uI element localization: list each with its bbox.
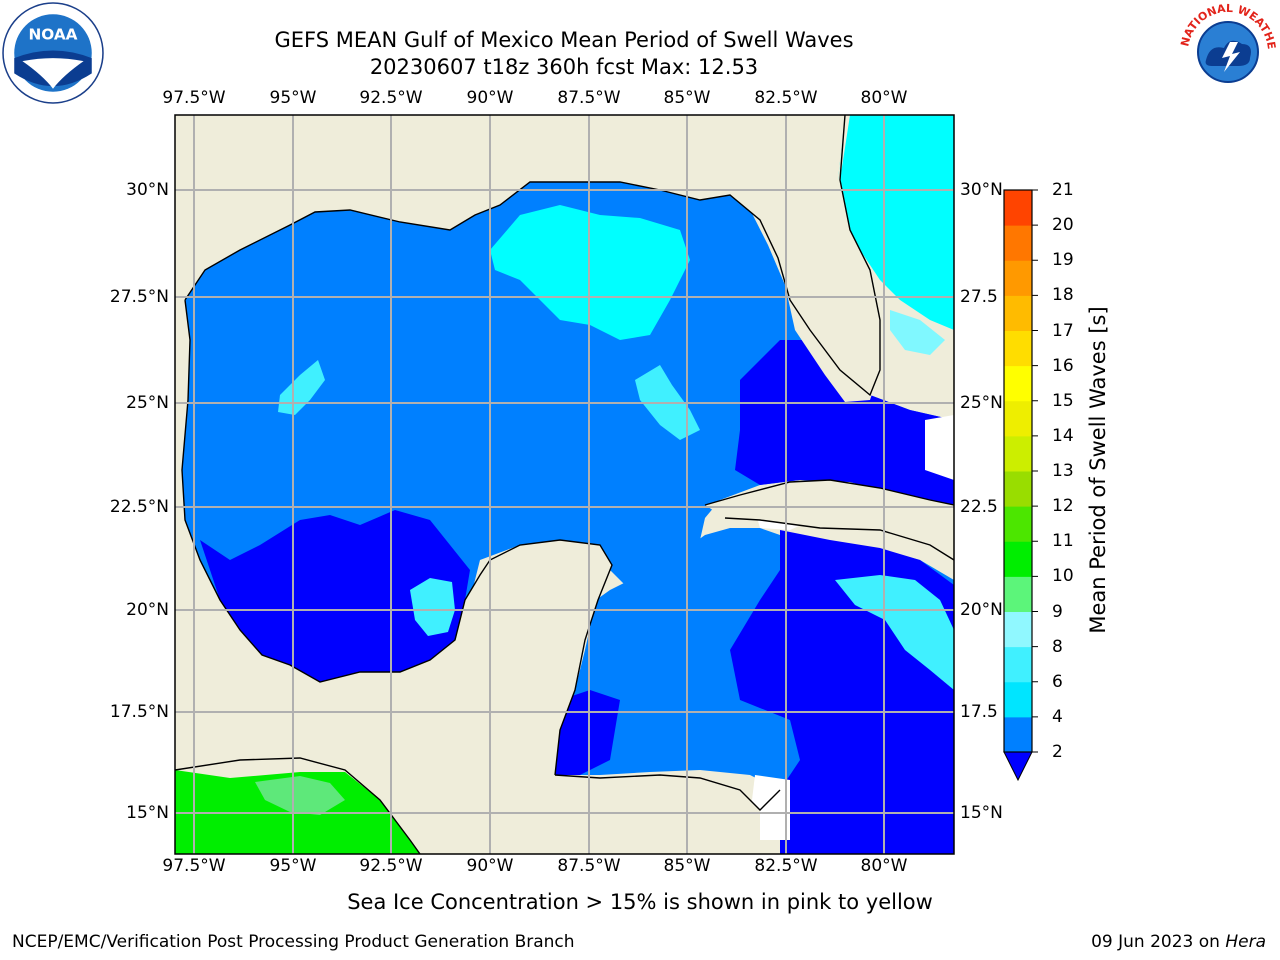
host-text: Hera bbox=[1225, 932, 1266, 952]
lon-label-bottom: 90°W bbox=[466, 856, 514, 876]
lon-label-bottom: 82.5°W bbox=[754, 856, 818, 876]
colorbar-segment bbox=[1004, 576, 1032, 612]
honduras-land bbox=[430, 775, 760, 854]
graticule bbox=[175, 115, 954, 854]
colorbar-tick-label: 6 bbox=[1052, 671, 1063, 692]
gulf-coastline bbox=[181, 115, 881, 776]
lon-label-top: 92.5°W bbox=[359, 88, 423, 108]
cuba-land bbox=[705, 480, 954, 560]
date-line: 09 Jun 2023 on Hera bbox=[1091, 932, 1266, 952]
light-cyan-patch-atlantic bbox=[890, 310, 945, 355]
lat-label-left: 15°N bbox=[126, 803, 169, 823]
lat-label-left: 22.5°N bbox=[109, 497, 169, 517]
colorbar-segment bbox=[1004, 716, 1032, 753]
yucatan-land bbox=[430, 540, 612, 780]
colorbar-segment bbox=[1004, 190, 1032, 226]
lon-label-bottom: 87.5°W bbox=[557, 856, 621, 876]
cyan-patch-caribbean bbox=[835, 575, 954, 690]
lon-label-top: 97.5°W bbox=[162, 88, 226, 108]
colorbar-tick-label: 13 bbox=[1052, 461, 1074, 481]
map-frame bbox=[174, 114, 955, 855]
colorbar-tick-label: 8 bbox=[1052, 636, 1063, 657]
colorbar-segment bbox=[1004, 260, 1032, 296]
colorbar-segment bbox=[1004, 471, 1032, 507]
lat-label-right: 15°N bbox=[960, 803, 1003, 823]
nws-logo: NATIONAL WEATHER SERVICE bbox=[1178, 2, 1278, 100]
lat-label-left: 30°N bbox=[126, 180, 169, 200]
colorbar-tick-label: 11 bbox=[1052, 531, 1074, 552]
footnote-text: Sea Ice Concentration > 15% is shown in … bbox=[347, 890, 933, 914]
colorbar-extend-triangle bbox=[1003, 751, 1033, 782]
lat-label-left: 27.5°N bbox=[109, 287, 169, 307]
white-gap-florida-keys bbox=[925, 415, 954, 480]
colorbar-segment bbox=[1004, 681, 1032, 718]
noaa-logo: NOAA bbox=[2, 2, 104, 104]
lat-label-right: 17.5 bbox=[960, 702, 998, 722]
colorbar-segment bbox=[1004, 330, 1032, 367]
colorbar-tick-label: 15 bbox=[1052, 390, 1074, 411]
lat-label-right: 25°N bbox=[960, 393, 1003, 413]
colorbar-segment bbox=[1004, 365, 1032, 402]
credit-line: NCEP/EMC/Verification Post Processing Pr… bbox=[12, 932, 575, 952]
lon-label-top: 95°W bbox=[269, 88, 317, 108]
colorbar-tick-label: 18 bbox=[1052, 285, 1074, 306]
chart-title: GEFS MEAN Gulf of Mexico Mean Period of … bbox=[274, 28, 854, 52]
deep-blue-straits bbox=[735, 340, 954, 505]
white-gap-yucatan bbox=[752, 775, 790, 840]
deep-blue-campeche bbox=[200, 510, 470, 682]
cyan-patch-central bbox=[278, 360, 325, 415]
lat-label-right: 20°N bbox=[960, 600, 1003, 620]
colorbar-tick-label: 9 bbox=[1052, 601, 1063, 622]
colorbar-tick-label: 20 bbox=[1052, 215, 1074, 236]
date-text: 09 Jun 2023 on bbox=[1091, 932, 1220, 952]
colorbar-tick-label: 21 bbox=[1052, 180, 1074, 200]
lat-label-left: 17.5°N bbox=[109, 702, 169, 722]
colorbar-segment bbox=[1004, 506, 1032, 542]
colorbar-tick-label: 14 bbox=[1052, 425, 1074, 446]
lat-label-left: 25°N bbox=[126, 393, 169, 413]
lon-label-bottom: 92.5°W bbox=[359, 856, 423, 876]
cyan-patch-campeche bbox=[410, 578, 455, 636]
footnote: Sea Ice Concentration > 15% is shown in … bbox=[0, 890, 1280, 914]
lon-label-top: 82.5°W bbox=[754, 88, 818, 108]
colorbar-tick-label: 2 bbox=[1052, 742, 1063, 762]
colorbar-segment bbox=[1004, 541, 1032, 577]
colorbar-tick-label: 4 bbox=[1052, 706, 1063, 727]
colorbar-tick-label: 12 bbox=[1052, 496, 1074, 517]
chart-subtitle: 20230607 t18z 360h fcst Max: 12.53 bbox=[369, 55, 759, 79]
colorbar-segment bbox=[1004, 646, 1032, 683]
colorbar bbox=[1003, 189, 1038, 782]
lon-label-bottom: 85°W bbox=[663, 856, 711, 876]
colorbar-segment bbox=[1004, 295, 1032, 331]
colorbar-tick-label: 16 bbox=[1052, 355, 1074, 376]
lon-label-bottom: 97.5°W bbox=[162, 856, 226, 876]
lon-label-top: 80°W bbox=[860, 88, 908, 108]
atlantic-water bbox=[838, 115, 954, 330]
cuba-coastline bbox=[704, 479, 954, 561]
lon-label-top: 85°W bbox=[663, 88, 711, 108]
colorbar-tick-label: 17 bbox=[1052, 320, 1074, 341]
lat-label-right: 30°N bbox=[960, 180, 1003, 200]
lat-label-left: 20°N bbox=[126, 600, 169, 620]
lat-label-right: 27.5 bbox=[960, 287, 998, 307]
colorbar-segment bbox=[1004, 225, 1032, 261]
lat-label-right: 22.5 bbox=[960, 497, 998, 517]
lon-label-top: 90°W bbox=[466, 88, 514, 108]
lon-label-top: 87.5°W bbox=[557, 88, 621, 108]
lon-label-bottom: 80°W bbox=[860, 856, 908, 876]
colorbar-title: Mean Period of Swell Waves [s] bbox=[1086, 306, 1110, 634]
colorbar-segment bbox=[1004, 435, 1032, 472]
map-area bbox=[175, 115, 954, 854]
pacific-light-green-cover bbox=[255, 776, 345, 815]
colorbar-segment bbox=[1004, 611, 1032, 648]
colorbar-tick-label: 10 bbox=[1052, 566, 1074, 587]
noaa-logo-text: NOAA bbox=[28, 26, 77, 44]
colorbar-tick-label: 19 bbox=[1052, 250, 1074, 271]
lon-label-bottom: 95°W bbox=[269, 856, 317, 876]
central-america-coastline bbox=[175, 757, 781, 854]
colorbar-segment bbox=[1004, 400, 1032, 437]
